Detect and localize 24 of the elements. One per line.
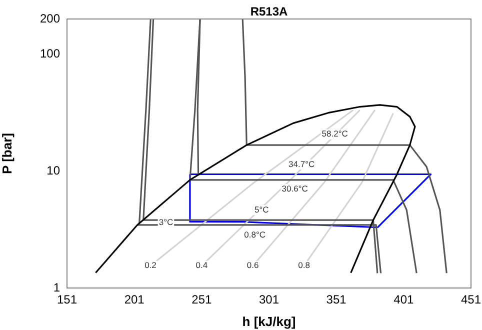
annotation: 58.2°C <box>322 128 348 139</box>
x-tick-label: 251 <box>192 292 212 307</box>
chart-title: R513A <box>250 4 288 18</box>
annotation: 0.8°C <box>244 229 266 240</box>
x-tick-label: 451 <box>460 292 482 307</box>
x-tick-label: 301 <box>258 292 280 307</box>
annotation: 30.6°C <box>282 183 308 194</box>
annotation: 0.8 <box>298 260 310 270</box>
x-tick-label: 351 <box>326 292 347 307</box>
y-tick-label: 200 <box>40 11 60 26</box>
y-tick-label: 1 <box>53 280 60 294</box>
annotation: 0.2 <box>144 260 157 270</box>
annotation: 0.4 <box>196 260 208 270</box>
x-tick-label: 401 <box>394 292 414 307</box>
annotation: 5°C <box>254 204 269 214</box>
y-axis-title: P [bar] <box>0 133 14 174</box>
annotation: 3°C <box>158 217 174 228</box>
y-tick-label: 10 <box>46 163 60 178</box>
annotation: 0.6 <box>246 260 260 270</box>
annotation: 34.7°C <box>288 158 315 169</box>
x-tick-label: 151 <box>56 292 78 307</box>
y-tick-label: 100 <box>40 46 60 61</box>
x-axis-title: h [kJ/kg] <box>242 314 296 329</box>
x-tick-label: 201 <box>124 292 145 307</box>
